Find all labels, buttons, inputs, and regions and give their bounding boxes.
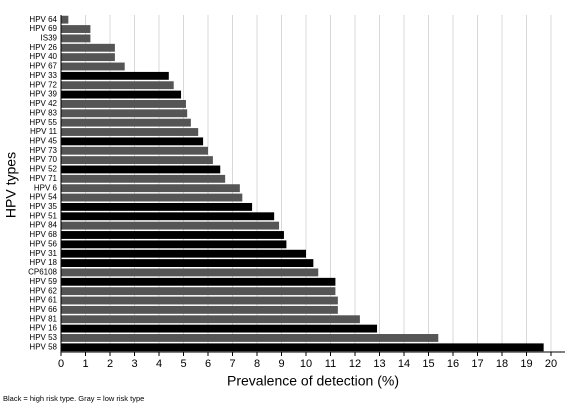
bar (61, 53, 115, 62)
bar (61, 184, 240, 193)
x-tick-label: 11 (325, 358, 336, 370)
bar (61, 165, 221, 174)
bar (61, 25, 91, 33)
y-tick-label: HPV 58 (29, 342, 57, 351)
x-tick-label: 18 (496, 358, 508, 370)
y-tick-label: HPV 70 (29, 155, 57, 164)
footnote: Black = high risk type. Gray = low risk … (3, 394, 144, 403)
bar (61, 212, 275, 221)
x-tick-label: 20 (545, 358, 557, 370)
x-tick-label: 16 (447, 358, 459, 370)
bar (61, 109, 188, 118)
x-tick-label: 6 (205, 358, 211, 370)
y-tick-label: HPV 52 (29, 165, 57, 174)
y-axis-label: HPV types (3, 152, 19, 218)
bar (61, 137, 204, 146)
bar (61, 240, 287, 249)
y-tick-label: IS39 (41, 34, 58, 43)
x-tick-label: 17 (471, 358, 483, 370)
bar (61, 146, 208, 155)
y-tick-label: HPV 31 (29, 249, 57, 258)
bar (61, 174, 226, 183)
bar (61, 268, 319, 277)
y-tick-label: HPV 45 (29, 136, 57, 145)
bar (61, 71, 169, 80)
bar (61, 287, 336, 296)
bar (61, 249, 306, 258)
x-tick-label: 13 (373, 358, 385, 370)
bar (61, 231, 284, 239)
bar (61, 90, 182, 99)
y-tick-label: HPV 67 (29, 62, 57, 71)
bar (61, 221, 280, 230)
bar (61, 296, 338, 305)
y-tick-label: HPV 55 (29, 118, 57, 127)
y-tick-label: HPV 35 (29, 202, 57, 211)
x-axis-label: Prevalence of detection (%) (227, 373, 399, 389)
x-tick-label: 3 (131, 358, 137, 370)
y-tick-label: HPV 11 (30, 127, 58, 136)
y-tick-label: HPV 16 (29, 324, 57, 333)
y-tick-label: HPV 53 (29, 333, 57, 342)
bar (61, 118, 191, 127)
y-tick-label: HPV 81 (29, 314, 57, 323)
bar (61, 128, 199, 136)
x-tick-label: 10 (300, 358, 312, 370)
x-tick-label: 19 (520, 358, 532, 370)
bar (61, 305, 338, 314)
y-tick-label: HPV 40 (29, 52, 57, 61)
x-tick-label: 14 (398, 358, 410, 370)
bar (61, 99, 186, 108)
x-tick-label: 15 (422, 358, 434, 370)
y-tick-label: HPV 39 (29, 90, 57, 99)
y-tick-label: HPV 84 (29, 221, 57, 230)
x-tick-label: 1 (82, 358, 88, 370)
bar (61, 15, 69, 24)
y-tick-label: HPV 54 (29, 193, 57, 202)
x-tick-label: 8 (254, 358, 260, 370)
bar (61, 34, 91, 43)
y-tick-label: HPV 64 (29, 15, 57, 24)
y-tick-label: HPV 72 (29, 80, 57, 89)
y-tick-label: CP6108 (28, 268, 57, 277)
y-tick-label: HPV 66 (29, 305, 57, 314)
bar (61, 43, 115, 52)
x-tick-label: 4 (156, 358, 162, 370)
y-tick-label: HPV 61 (29, 296, 57, 305)
x-tick-label: 0 (58, 358, 64, 370)
y-tick-label: HPV 51 (29, 211, 57, 220)
y-tick-label: HPV 62 (29, 286, 57, 295)
y-tick-label: HPV 73 (29, 146, 57, 155)
bar (61, 334, 439, 342)
y-tick-label: HPV 6 (34, 183, 58, 192)
x-tick-label: 9 (278, 358, 284, 370)
bar (61, 62, 125, 71)
y-tick-label: HPV 83 (29, 108, 57, 117)
y-tick-label: HPV 59 (29, 277, 57, 286)
bar (61, 315, 360, 324)
bar (61, 324, 378, 333)
y-tick-label: HPV 33 (29, 71, 57, 80)
y-tick-label: HPV 56 (29, 239, 57, 248)
y-tick-label: HPV 18 (29, 258, 57, 267)
bar (61, 156, 213, 165)
y-tick-label: HPV 69 (29, 24, 57, 33)
x-tick-label: 7 (229, 358, 235, 370)
bar (61, 193, 243, 202)
x-tick-label: 5 (180, 358, 186, 370)
x-tick-label: 2 (107, 358, 113, 370)
bar (61, 259, 314, 268)
bar (61, 202, 253, 211)
y-tick-label: HPV 68 (29, 230, 57, 239)
y-tick-label: HPV 26 (29, 43, 57, 52)
bar (61, 277, 336, 286)
y-tick-label: HPV 42 (29, 99, 57, 108)
bar (61, 81, 174, 90)
y-tick-label: HPV 71 (29, 174, 57, 183)
x-tick-label: 12 (349, 358, 361, 370)
bar (61, 343, 544, 352)
